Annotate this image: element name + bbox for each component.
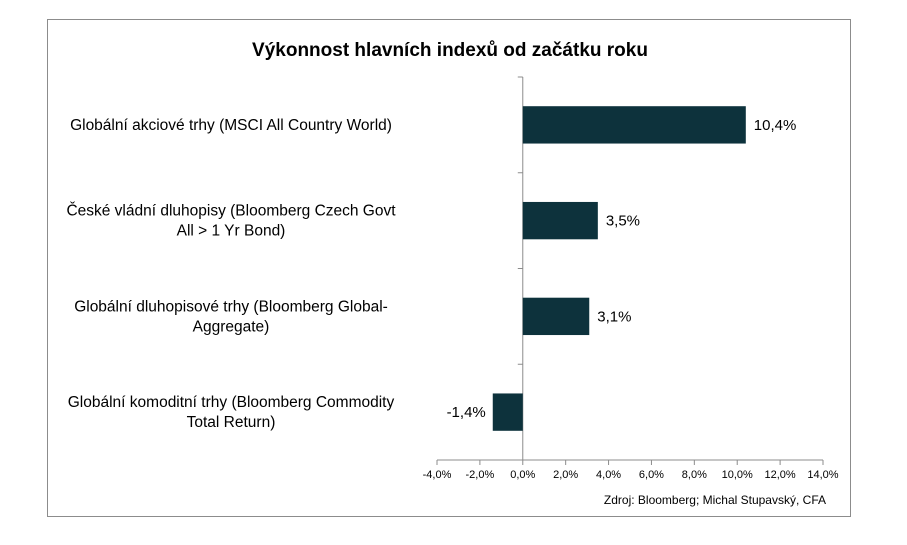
category-label: Total Return) bbox=[187, 414, 276, 431]
x-tick-label: 10,0% bbox=[722, 469, 753, 481]
source-note: Zdroj: Bloomberg; Michal Stupavský, CFA bbox=[604, 493, 826, 507]
category-label: Globální komoditní trhy (Bloomberg Commo… bbox=[68, 394, 395, 411]
x-tick-label: 4,0% bbox=[596, 469, 621, 481]
chart-title: Výkonnost hlavních indexů od začátku rok… bbox=[252, 40, 648, 61]
x-tick-label: 2,0% bbox=[553, 469, 578, 481]
category-label: All > 1 Yr Bond) bbox=[177, 223, 286, 240]
data-label: 3,1% bbox=[597, 308, 631, 325]
x-tick-label: 14,0% bbox=[807, 469, 838, 481]
data-label: 3,5% bbox=[606, 213, 640, 230]
data-label: 10,4% bbox=[754, 117, 797, 134]
plot-area: -4,0% -2,0% 0,0% 2,0% 4,0% 6,0% 8,0% 10,0% 12,0%… bbox=[66, 76, 839, 481]
x-tick-label: 0,0% bbox=[510, 469, 535, 481]
x-tick-label: -2,0% bbox=[466, 469, 495, 481]
x-tick-label: -4,0% bbox=[423, 469, 452, 481]
x-tick-label: 6,0% bbox=[639, 469, 664, 481]
category-label: Globální akciové trhy (MSCI All Country … bbox=[70, 117, 392, 134]
category-label: České vládní dluhopisy (Bloomberg Czech … bbox=[66, 203, 396, 220]
x-tick-label: 12,0% bbox=[765, 469, 796, 481]
bar bbox=[522, 201, 598, 240]
chart-frame: Výkonnost hlavních indexů od začátku rok… bbox=[47, 19, 851, 517]
category-label: Aggregate) bbox=[193, 318, 270, 335]
x-tick-label: 8,0% bbox=[682, 469, 707, 481]
bar bbox=[522, 106, 746, 144]
bar bbox=[522, 297, 590, 336]
data-label: -1,4% bbox=[447, 404, 486, 421]
category-label: Globální dluhopisové trhy (Bloomberg Glo… bbox=[74, 298, 388, 315]
bar-chart: Výkonnost hlavních indexů od začátku rok… bbox=[66, 40, 839, 507]
bar bbox=[492, 393, 523, 431]
